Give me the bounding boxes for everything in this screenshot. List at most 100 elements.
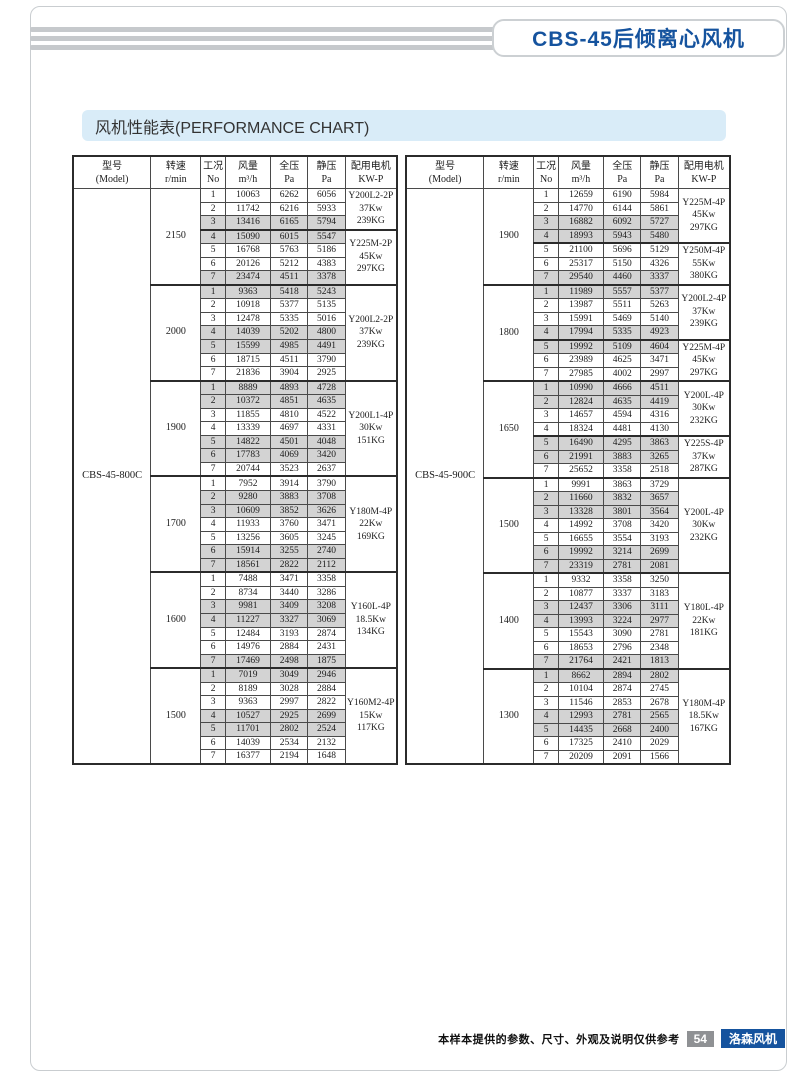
motor-model: Y200L2-2P xyxy=(348,191,394,202)
total-pressure-cell: 3832 xyxy=(603,491,642,506)
air-flow-cell: 18993 xyxy=(557,228,605,244)
air-flow-cell: 9280 xyxy=(224,490,272,505)
col-header-static-pressure: 静压 Pa xyxy=(307,155,346,189)
motor-power: 37Kw xyxy=(359,203,383,214)
case-no-cell: 5 xyxy=(533,242,559,258)
case-no-cell: 5 xyxy=(533,627,559,642)
total-pressure-cell: 4002 xyxy=(603,366,642,382)
table-row: 7 29540 4460 3337 xyxy=(406,270,730,285)
total-pressure-cell: 6144 xyxy=(603,201,642,216)
table-row: 3 15991 5469 5140 xyxy=(406,311,730,326)
motor-power: 37Kw xyxy=(359,327,383,338)
total-pressure-cell: 3914 xyxy=(270,475,309,492)
air-flow-cell: 10918 xyxy=(224,298,272,313)
col-header-motor: 配用电机 KW-P xyxy=(344,155,398,189)
static-pressure-cell: 2637 xyxy=(307,461,346,477)
static-pressure-cell: 3863 xyxy=(640,435,679,451)
air-flow-cell: 18561 xyxy=(224,557,272,573)
static-pressure-cell: 5480 xyxy=(640,228,679,244)
col-header-total-pressure: 全压 Pa xyxy=(603,155,642,189)
case-no-cell: 3 xyxy=(200,407,226,423)
case-no-cell: 1 xyxy=(200,571,226,587)
total-pressure-cell: 5150 xyxy=(603,256,642,271)
motor-weight: 181KG xyxy=(689,628,718,638)
motor-cell: Y180M-4P 18.5Kw 167KG xyxy=(677,667,731,765)
table-row: 4 13993 3224 2977 xyxy=(406,613,730,628)
air-flow-cell: 27985 xyxy=(557,366,605,382)
air-flow-cell: 11701 xyxy=(224,722,272,737)
case-no-cell: 6 xyxy=(533,640,559,655)
static-pressure-cell: 5186 xyxy=(307,243,346,258)
static-pressure-cell: 3471 xyxy=(307,517,346,532)
table-row: 3 13416 6165 5794 xyxy=(73,215,397,231)
col-header-total-pressure: 全压 Pa xyxy=(270,155,309,189)
static-pressure-cell: 4491 xyxy=(307,339,346,354)
air-flow-cell: 9363 xyxy=(224,695,272,710)
total-pressure-cell: 5335 xyxy=(270,311,309,327)
table-row: 1650 1 10990 4666 4511 Y200L-4P 30Kw 232KG xyxy=(406,380,731,478)
total-pressure-cell: 5696 xyxy=(603,242,642,258)
static-pressure-cell: 2740 xyxy=(307,544,346,559)
case-no-cell: 6 xyxy=(200,352,226,368)
motor-cell: Y200L2-4P 37Kw 239KG xyxy=(677,283,731,340)
static-pressure-cell: 5727 xyxy=(640,215,679,230)
motor-cell: Y200L-4P 30Kw 232KG xyxy=(677,476,731,574)
case-no-cell: 1 xyxy=(533,476,559,492)
table-row: 2 12824 4635 4419 xyxy=(406,394,730,409)
motor-cell: Y225S-4P 37Kw 287KG xyxy=(677,435,731,478)
air-flow-cell: 15991 xyxy=(557,311,605,326)
air-flow-cell: 10372 xyxy=(224,394,272,409)
air-flow-cell: 14992 xyxy=(557,518,605,533)
case-no-cell: 5 xyxy=(200,530,226,546)
air-flow-cell: 25317 xyxy=(557,256,605,271)
case-no-cell: 6 xyxy=(533,353,559,368)
air-flow-cell: 14822 xyxy=(224,434,272,450)
performance-tables-container: 型号 (Model) 转速 r/min 工况 No 风量 m³/h 全压 Pa 静压 Pa 配用电机 KW… xyxy=(72,155,731,765)
total-pressure-cell: 3049 xyxy=(270,667,309,683)
static-pressure-cell: 2874 xyxy=(307,626,346,642)
air-flow-cell: 11660 xyxy=(557,491,605,506)
table-row: 7 23319 2781 2081 xyxy=(406,558,730,574)
case-no-cell: 5 xyxy=(200,722,226,737)
total-pressure-cell: 4810 xyxy=(270,407,309,423)
total-pressure-cell: 3863 xyxy=(603,476,642,492)
table-row: 5 14435 2668 2400 xyxy=(406,722,730,737)
case-no-cell: 1 xyxy=(533,283,559,299)
total-pressure-cell: 3409 xyxy=(270,599,309,614)
table-row: 2000 1 9363 5418 5243 Y200L2-2P 37Kw 239KG xyxy=(73,283,398,382)
air-flow-cell: 11227 xyxy=(224,612,272,628)
total-pressure-cell: 4501 xyxy=(270,434,309,450)
static-pressure-cell: 1566 xyxy=(640,749,679,765)
air-flow-cell: 11989 xyxy=(557,283,605,299)
total-pressure-cell: 4511 xyxy=(270,270,309,286)
case-no-cell: 6 xyxy=(200,256,226,272)
col-header-motor: 配用电机 KW-P xyxy=(677,155,731,189)
table-row: 5 16768 5763 5186 xyxy=(73,243,397,258)
speed-cell: 2000 xyxy=(150,283,202,382)
static-pressure-cell: 3208 xyxy=(307,599,346,614)
case-no-cell: 1 xyxy=(533,188,559,203)
case-no-cell: 4 xyxy=(200,228,226,245)
case-no-cell: 7 xyxy=(200,461,226,477)
motor-weight: 297KG xyxy=(689,367,718,378)
total-pressure-cell: 4069 xyxy=(270,448,309,463)
case-no-cell: 5 xyxy=(533,435,559,451)
air-flow-cell: 8734 xyxy=(224,585,272,601)
static-pressure-cell: 2977 xyxy=(640,613,679,628)
static-pressure-cell: 3250 xyxy=(640,572,679,588)
static-pressure-cell: 5933 xyxy=(307,201,346,217)
table-row: 2 8734 3440 3286 xyxy=(73,585,397,601)
air-flow-cell: 15090 xyxy=(224,228,272,245)
case-no-cell: 1 xyxy=(200,188,226,203)
table-row: 2 10918 5377 5135 xyxy=(73,298,397,313)
total-pressure-cell: 4666 xyxy=(603,380,642,396)
table-row: 7 20209 2091 1566 xyxy=(406,749,730,765)
static-pressure-cell: 2946 xyxy=(307,667,346,683)
static-pressure-cell: 4923 xyxy=(640,325,679,340)
table-row: 1300 1 8662 2894 2802 Y180M-4P 18.5Kw 167KG xyxy=(406,667,731,765)
air-flow-cell: 10527 xyxy=(224,708,272,724)
static-pressure-cell: 2400 xyxy=(640,722,679,737)
table-row: 2 13987 5511 5263 xyxy=(406,298,730,313)
total-pressure-cell: 2822 xyxy=(270,557,309,573)
air-flow-cell: 16768 xyxy=(224,243,272,258)
